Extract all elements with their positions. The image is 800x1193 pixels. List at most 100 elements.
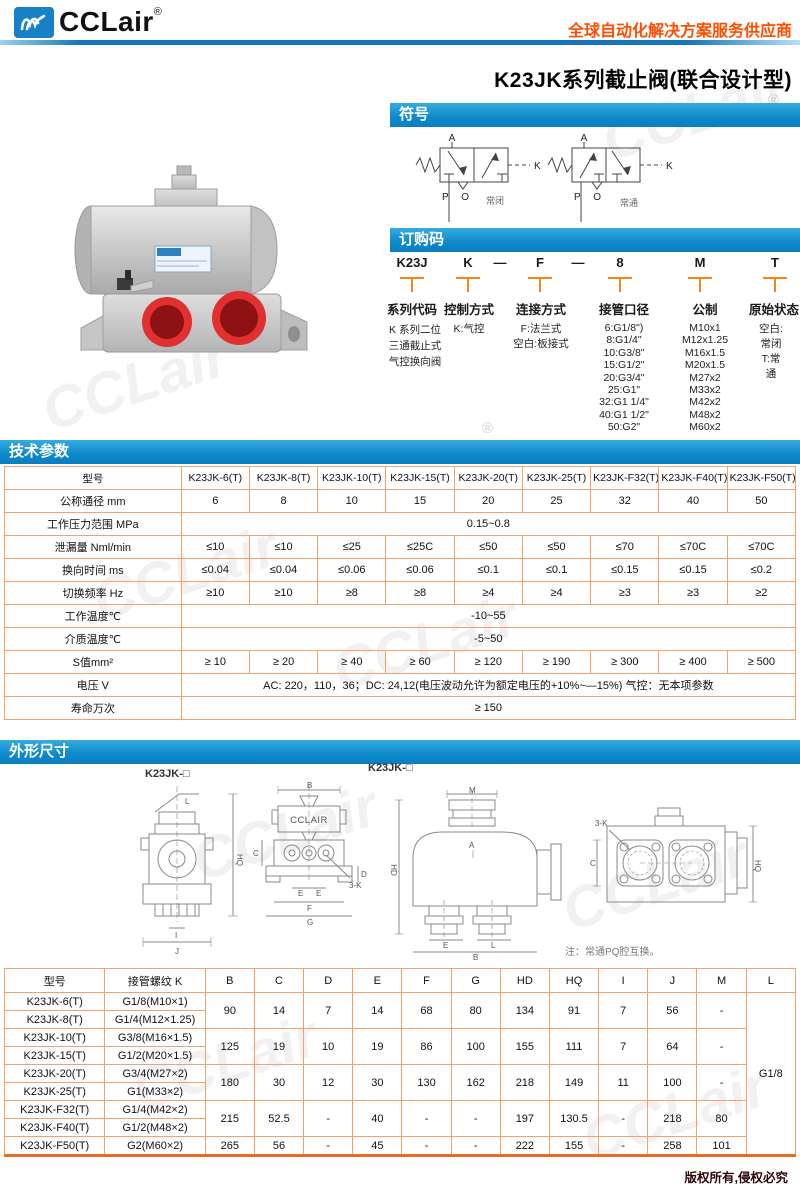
cell: -5~50 [180,627,797,651]
cell: 149 [548,1064,600,1101]
col-header: D [303,968,354,993]
cell: 197 [499,1100,550,1137]
symbol-ports-po: P O [574,192,606,203]
symbol-caption: 常通 [620,197,638,208]
cell-model: K23JK-6(T) [3,992,106,1011]
order-field-metric: 公制 [692,303,718,317]
cell: ≥ 120 [453,650,523,674]
cell: - [696,1028,747,1065]
cell: 52.5 [253,1100,305,1137]
cell: 56 [253,1136,305,1156]
dimension-table: 型号 接管螺纹 K B C D E F G HD HQ I J M L K23J… [3,968,797,1157]
order-code-state: T [771,255,779,270]
cell: ≥3 [658,581,728,605]
cell: ≤70C [726,535,797,559]
table-row: K23JK-F50(T) G2(M60×2) 265 56 - 45 - - 2… [3,1136,796,1156]
col-header: E [352,968,403,993]
cell-thread: G1/4(M42×2) [104,1100,206,1119]
row-label: 换向时间 ms [4,558,182,582]
cell: 14 [253,992,305,1029]
product-photo [74,165,308,353]
symbol-caption: 常闭 [486,195,504,206]
col-header: M [696,968,747,993]
cell: 100 [647,1064,698,1101]
cell-thread: G3/8(M16×1.5) [104,1028,206,1047]
row-label: 工作温度℃ [4,604,182,628]
cell: ≥10 [180,581,250,605]
cell-model: K23JK-F32(T) [3,1100,106,1119]
cell: 100 [450,1028,501,1065]
cell: ≤0.15 [590,558,660,582]
dim-label: 3-K [349,881,362,890]
cell: 155 [499,1028,550,1065]
col-header: HD [499,968,550,993]
cell: ≤0.15 [658,558,728,582]
symbol-pilot-k: K [534,161,541,172]
symbol-pilot-k: K [666,161,673,172]
row-label: 电压 V [4,673,182,697]
dim-label: G [307,918,313,927]
order-options-state: 空白:常闭 T:常通 [759,323,783,380]
cell: 222 [499,1136,550,1156]
row-label: 工作压力范围 MPa [4,512,182,536]
brand-name: CCLair [59,6,154,37]
cell: 155 [548,1136,600,1156]
drawing-label-board-type: K23JK-□ [145,768,190,780]
order-tick [400,277,424,292]
order-field-port: 接管口径 [598,303,650,317]
cell: - [696,992,747,1029]
dim-label: E [443,941,448,950]
cell-thread: G2(M60×2) [104,1136,206,1156]
cell-model: K23JK-20(T) [3,1064,106,1083]
table-row: 公称通径 mm 6 8 10 15 20 25 32 40 50 [4,489,797,513]
cell: ≤0.04 [248,558,319,582]
table-row: K23JK-10(T) G3/8(M16×1.5) 125 19 10 19 8… [3,1028,796,1065]
cell: ≤0.1 [453,558,523,582]
order-tick [608,277,632,292]
col-header: 接管螺纹 K [104,968,206,993]
cell: 8 [248,489,319,513]
dim-label: E [316,889,321,898]
table-row: 介质温度℃ -5~50 [4,627,797,651]
dim-label: L [185,797,190,806]
cell: ≥ 150 [180,696,797,720]
section-bar-symbol: 符号 [390,103,800,127]
order-options-connection: F:法兰式 空白:板接式 [513,323,569,350]
cell-model: K23JK-F40(T) [3,1118,106,1137]
col-header: L [745,968,797,993]
col-header: K23JK-8(T) [248,466,319,490]
cell: - [401,1136,452,1156]
order-tick [528,277,552,292]
col-header: C [253,968,305,993]
col-header: F [401,968,452,993]
cell: 90 [204,992,255,1029]
pneumatic-symbol-normally-open: A K P O 常通 [547,133,673,222]
cell: ≥2 [726,581,797,605]
cell: 218 [647,1100,698,1137]
cell: 101 [696,1136,747,1156]
col-header: K23JK-25(T) [521,466,592,490]
order-code-metric: M [694,255,706,270]
cell: 11 [598,1064,649,1101]
dim-label: 3-K [595,819,608,828]
col-header: K23JK-F40(T) [658,466,728,490]
cell: ≤70C [658,535,728,559]
row-label: 公称通径 mm [4,489,182,513]
cell-thread: G1/2(M48×2) [104,1118,206,1137]
cell: ≤0.06 [385,558,455,582]
cell: 7 [598,1028,649,1065]
cell: ≤10 [248,535,319,559]
cell: ≥ 300 [590,650,660,674]
cell: 56 [647,992,698,1029]
cell: 7 [303,992,354,1029]
cell: 80 [450,992,501,1029]
table-row: 泄漏量 Nml/min ≤10 ≤10 ≤25 ≤25C ≤50 ≤50 ≤70… [4,535,797,559]
cell: ≥4 [453,581,523,605]
dim-label: A [469,841,475,850]
cell: 218 [499,1064,550,1101]
col-header: K23JK-20(T) [453,466,523,490]
cell: 14 [352,992,403,1029]
cell: 30 [352,1064,403,1101]
table-row: K23JK-6(T) G1/8(M10×1) 90 14 7 14 68 80 … [3,992,797,1156]
cell: ≥ 190 [521,650,592,674]
